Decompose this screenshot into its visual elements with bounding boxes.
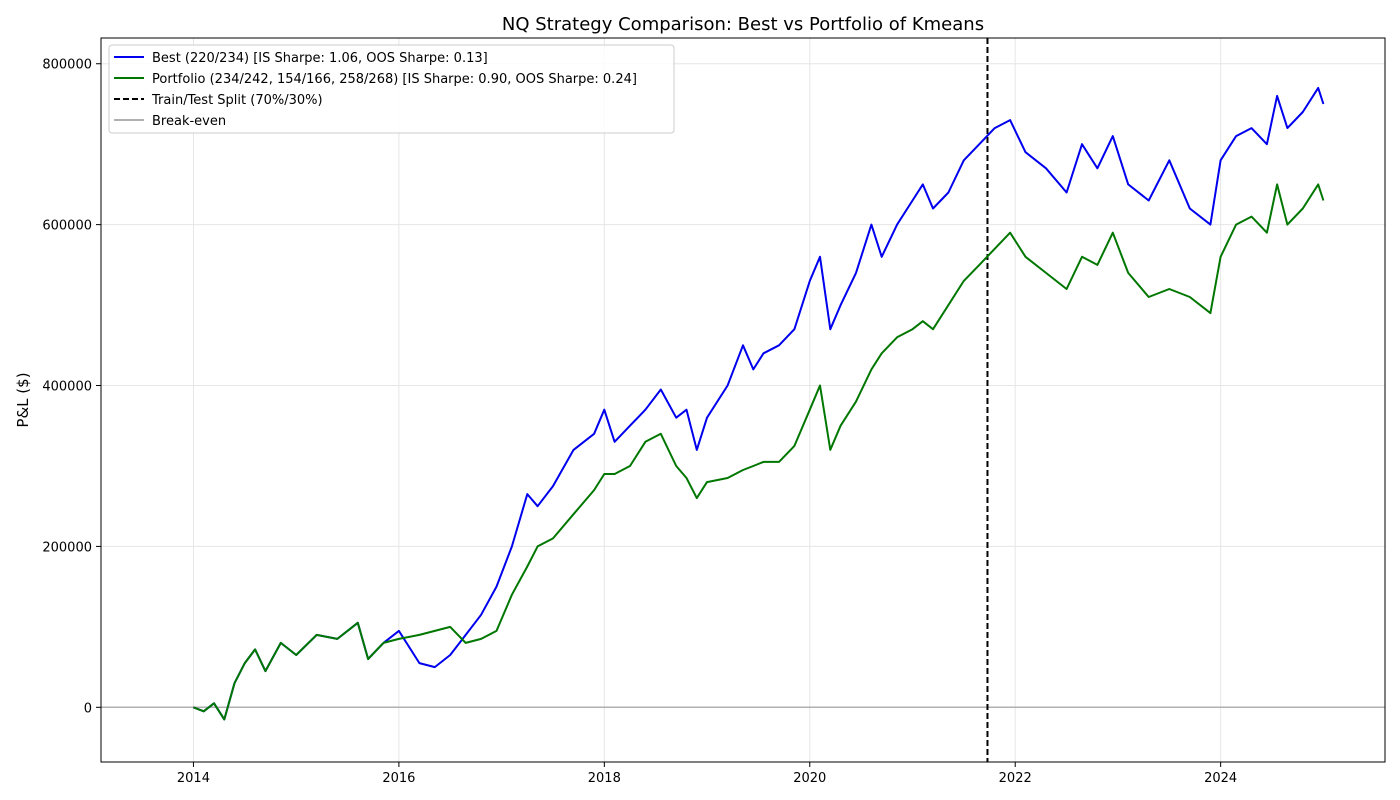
legend-label-split: Train/Test Split (70%/30%) bbox=[151, 93, 323, 108]
x-tick-label: 2016 bbox=[382, 771, 415, 786]
legend-label-portfolio: Portfolio (234/242, 154/166, 258/268) [I… bbox=[152, 72, 637, 87]
legend-label-best: Best (220/234) [IS Sharpe: 1.06, OOS Sha… bbox=[152, 51, 488, 66]
y-tick-label: 800000 bbox=[42, 58, 92, 73]
y-tick-label: 200000 bbox=[42, 540, 92, 555]
reference-lines bbox=[101, 38, 1385, 762]
y-tick-label: 600000 bbox=[42, 219, 92, 234]
legend: Best (220/234) [IS Sharpe: 1.06, OOS Sha… bbox=[108, 44, 675, 134]
x-tick-label: 2024 bbox=[1204, 771, 1237, 786]
x-tick-label: 2014 bbox=[177, 771, 210, 786]
legend-box bbox=[108, 44, 675, 134]
x-tick-label: 2022 bbox=[999, 771, 1032, 786]
plot-frame bbox=[100, 37, 1386, 763]
y-axis-label: P&L ($) bbox=[14, 372, 32, 427]
y-axis: 0 200000 400000 600000 800000 bbox=[42, 58, 101, 716]
series-line-portfolio bbox=[193, 183, 1325, 721]
x-tick-label: 2018 bbox=[588, 771, 621, 786]
chart-title: NQ Strategy Comparison: Best vs Portfoli… bbox=[502, 14, 984, 35]
series-line-best bbox=[193, 86, 1325, 721]
x-axis: 2014 2016 2018 2020 2022 2024 bbox=[177, 762, 1237, 786]
legend-label-breakeven: Break-even bbox=[152, 114, 226, 129]
x-tick-label: 2020 bbox=[793, 771, 826, 786]
y-tick-label: 0 bbox=[84, 701, 92, 716]
y-tick-label: 400000 bbox=[42, 380, 92, 395]
series-layer bbox=[193, 86, 1325, 721]
